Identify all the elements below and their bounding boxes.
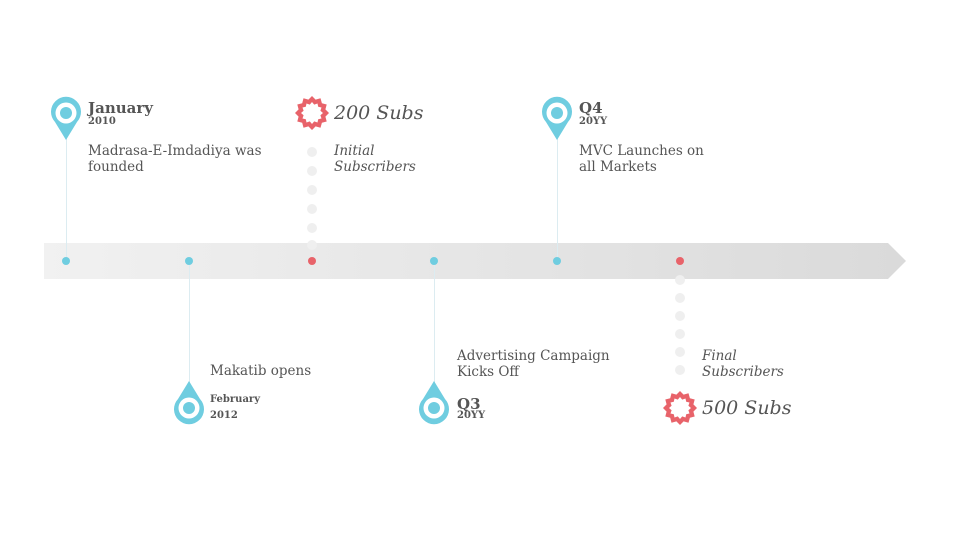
milestone-date: 20YY xyxy=(579,116,608,127)
milestone-date: 2012 xyxy=(210,410,238,421)
milestone-title: January xyxy=(88,99,153,117)
connector-line-q4 xyxy=(557,130,558,261)
connector-line-q3 xyxy=(434,261,435,387)
timeline-dot-q3 xyxy=(430,257,438,265)
timeline-dot-q4 xyxy=(553,257,561,265)
milestone-date: February xyxy=(210,394,261,405)
milestone-date: 20YY xyxy=(457,410,486,421)
milestone-date: 2010 xyxy=(88,116,116,127)
map-pin-icon xyxy=(174,381,204,425)
timeline-arrow xyxy=(44,243,906,279)
map-pin-icon xyxy=(51,96,81,140)
milestone-description: Madrasa-E-Imdadiya was founded xyxy=(88,143,262,175)
milestone-description: MVC Launches on all Markets xyxy=(579,143,704,175)
timeline-dot-200-subs xyxy=(308,257,316,265)
seal-badge-icon xyxy=(295,96,329,130)
milestone-description: Makatib opens xyxy=(210,363,312,379)
map-pin-icon xyxy=(419,381,449,425)
subscriber-count: 200 Subs xyxy=(334,102,424,124)
connector-line-february xyxy=(189,261,190,387)
timeline-dot-february xyxy=(185,257,193,265)
seal-badge-icon xyxy=(663,391,697,425)
map-pin-icon xyxy=(542,96,572,140)
connector-line-january xyxy=(66,130,67,261)
subscriber-count: 500 Subs xyxy=(702,397,792,419)
milestone-title: Q4 xyxy=(579,99,603,117)
subscriber-caption: Final Subscribers xyxy=(702,348,784,380)
subscriber-caption: Initial Subscribers xyxy=(334,143,416,175)
timeline-dot-500-subs xyxy=(676,257,684,265)
milestone-description: Advertising Campaign Kicks Off xyxy=(457,348,610,380)
milestone-title: Q3 xyxy=(457,395,481,413)
timeline-dot-january xyxy=(62,257,70,265)
